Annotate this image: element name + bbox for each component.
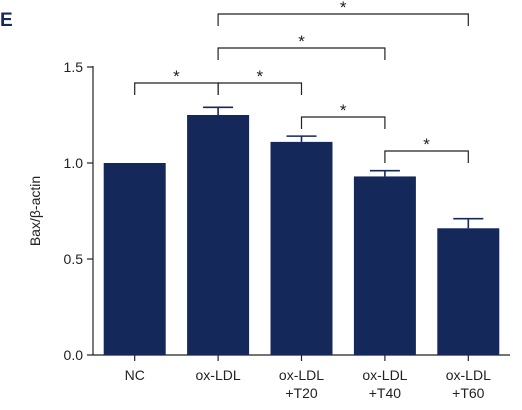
bar — [270, 141, 333, 355]
significance-star: * — [340, 0, 347, 17]
significance-star: * — [256, 67, 263, 86]
significance-star: * — [423, 135, 430, 154]
bar — [437, 228, 500, 355]
x-tick-label: +T60 — [452, 385, 485, 401]
x-tick-label: ox-LDL — [446, 367, 491, 383]
bar — [187, 115, 250, 355]
y-axis-label: Bax/β-actin — [27, 176, 43, 246]
y-tick-label: 1.5 — [64, 59, 84, 75]
bar — [103, 163, 166, 355]
significance-star: * — [298, 32, 305, 51]
panel-label: E — [0, 10, 13, 31]
x-tick-label: ox-LDL — [362, 367, 407, 383]
significance-bracket — [300, 116, 386, 129]
significance-bracket — [384, 150, 469, 163]
y-tick-label: 0.0 — [64, 347, 84, 363]
y-tick-label: 1.0 — [64, 155, 84, 171]
significance-bracket — [217, 13, 469, 26]
x-tick-label: NC — [125, 367, 145, 383]
y-tick-label: 0.5 — [64, 251, 84, 267]
x-tick-label: +T40 — [369, 385, 402, 401]
x-tick-label: ox-LDL — [196, 367, 241, 383]
x-tick-label: +T20 — [285, 385, 318, 401]
significance-star: * — [340, 101, 347, 120]
bar — [353, 176, 416, 355]
significance-star: * — [173, 67, 180, 86]
significance-bracket — [217, 82, 303, 95]
x-tick-label: ox-LDL — [279, 367, 324, 383]
significance-bracket — [217, 47, 386, 60]
